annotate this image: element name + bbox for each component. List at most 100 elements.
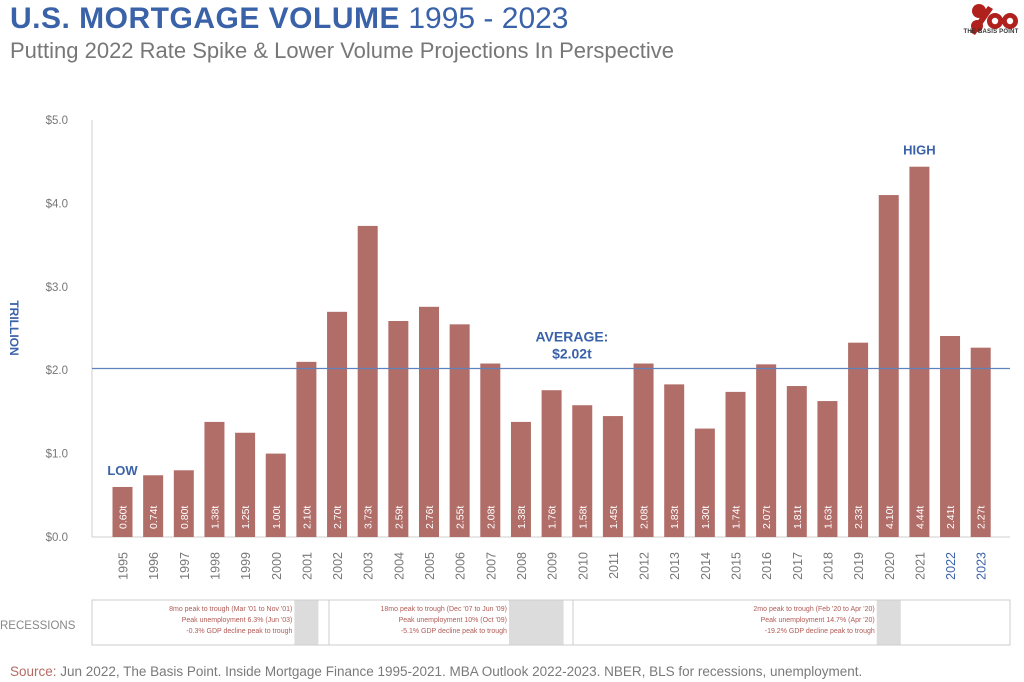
- x-ticks: 1995 1996 1997 1998 1999 2000 2001 2002 2003 2004…: [117, 552, 989, 580]
- bar-value-label: 2.55t: [455, 506, 467, 529]
- bar-1999: [235, 432, 256, 537]
- bar-2017: [786, 386, 807, 537]
- y-tick-label: $5.0: [46, 115, 68, 127]
- bar-2003: [357, 225, 378, 537]
- x-tick-label: 2012: [638, 552, 652, 580]
- basis-point-logo-icon: [970, 4, 1018, 35]
- x-tick-label: 2021: [913, 552, 927, 580]
- recession-boxes: 8mo peak to trough (Mar '01 to Nov '01) P…: [91, 599, 1011, 646]
- recession-note: 2mo peak to trough (Feb '20 to Apr '20): [753, 606, 874, 613]
- x-tick-label: 2006: [454, 552, 468, 580]
- chart-subtitle: Putting 2022 Rate Spike & Lower Volume P…: [10, 38, 675, 63]
- bar-value-label: 4.44t: [914, 506, 926, 529]
- x-tick-label: 1997: [178, 552, 192, 580]
- bar-2002: [327, 311, 348, 537]
- recession-band: [876, 600, 901, 645]
- value-labels: 0.60t 0.74t 0.80t 1.38t 1.25t 1.00t 2.10t 2.70t…: [118, 506, 988, 529]
- bar-value-label: 3.73t: [363, 506, 375, 529]
- x-tick-label: 2010: [576, 552, 590, 580]
- bar-2000: [265, 453, 286, 537]
- recession-note: 8mo peak to trough (Mar '01 to Nov '01): [169, 606, 292, 613]
- y-tick-label: $1.0: [46, 449, 68, 461]
- x-tick-label: 1995: [117, 552, 131, 580]
- bar-2020: [878, 195, 899, 537]
- bar-value-label: 2.27t: [976, 506, 988, 529]
- bar-value-label: 1.63t: [822, 506, 834, 529]
- annotations: LOW HIGH: [107, 143, 935, 478]
- bar-2018: [817, 401, 838, 537]
- chart-title: U.S. MORTGAGE VOLUME 1995 - 2023: [10, 2, 569, 36]
- title-years: 1995 - 2023: [408, 2, 569, 35]
- x-tick-label: 2005: [423, 552, 437, 580]
- bar-value-label: 1.45t: [608, 506, 620, 529]
- x-tick-label: 2009: [546, 552, 560, 580]
- recession-note: -0.3% GDP decline peak to trough: [186, 628, 292, 635]
- average-label-title: AVERAGE:: [535, 329, 608, 345]
- source-note: Source: Jun 2022, The Basis Point. Insid…: [10, 664, 862, 679]
- bar-value-label: 1.38t: [209, 506, 221, 529]
- bar-value-label: 1.00t: [271, 506, 283, 529]
- bar-value-label: 0.74t: [148, 506, 160, 529]
- bar-2013: [664, 384, 685, 537]
- bar-1996: [143, 475, 164, 537]
- x-tick-label: 1996: [147, 552, 161, 580]
- bar-2021: [909, 166, 930, 538]
- recession-note-box: [572, 599, 1011, 646]
- bar-2016: [756, 364, 777, 537]
- recession-note: Peak unemployment 14.7% (Apr '20): [761, 617, 875, 624]
- x-tick-label: 2019: [852, 552, 866, 580]
- bar-1997: [173, 470, 194, 537]
- bar-2019: [848, 342, 869, 537]
- x-tick-label: 2017: [791, 552, 805, 580]
- bar-2006: [449, 324, 470, 537]
- logo-wordmark: THE BASIS POINT: [963, 29, 1019, 35]
- y-tick-label: $3.0: [46, 282, 68, 294]
- bar-2015: [725, 391, 746, 537]
- x-tick-label: 2023: [975, 552, 989, 580]
- recession-band: [294, 600, 319, 645]
- x-tick-label: 2020: [883, 552, 897, 580]
- bar-2009: [541, 390, 562, 537]
- bar-value-label: 1.30t: [700, 506, 712, 529]
- y-tick-label: $0.0: [46, 532, 68, 544]
- bar-value-label: 2.76t: [424, 506, 436, 529]
- bar-value-label: 1.74t: [731, 506, 743, 529]
- recession-note: -19.2% GDP decline peak to trough: [765, 628, 875, 635]
- bar-2014: [694, 428, 715, 537]
- x-tick-label: 1999: [239, 552, 253, 580]
- recession-bands: [294, 600, 901, 645]
- x-tick-label: 2008: [515, 552, 529, 580]
- bar-value-label: 1.76t: [547, 506, 559, 529]
- bar-value-label: 4.10t: [884, 506, 896, 529]
- bar-1998: [204, 421, 225, 537]
- x-tick-label: 1998: [208, 552, 222, 580]
- y-tick-label: $4.0: [46, 198, 68, 210]
- bar-value-label: 0.80t: [179, 506, 191, 529]
- bar-2001: [296, 361, 317, 537]
- recession-note: 18mo peak to trough (Dec '07 to Jun '09): [381, 606, 507, 613]
- x-tick-label: 2001: [300, 552, 314, 580]
- recession-note: Peak unemployment 6.3% (Jun '03): [182, 617, 293, 624]
- x-tick-label: 2004: [392, 552, 406, 580]
- bar-value-label: 1.25t: [240, 506, 252, 529]
- bar-value-label: 2.08t: [485, 506, 497, 529]
- bar-2008: [510, 421, 531, 537]
- x-tick-label: 2002: [331, 552, 345, 580]
- bar-2023: [970, 347, 991, 537]
- bar-value-label: 2.07t: [761, 506, 773, 529]
- x-tick-label: 2013: [668, 552, 682, 580]
- bar-1995: [112, 486, 133, 537]
- x-tick-label: 2016: [760, 552, 774, 580]
- bar-value-label: 2.59t: [393, 506, 405, 529]
- bar-2004: [388, 320, 409, 537]
- bar-value-label: 2.33t: [853, 506, 865, 529]
- x-tick-label: 2003: [362, 552, 376, 580]
- x-tick-label: 2000: [270, 552, 284, 580]
- source-text: Jun 2022, The Basis Point. Inside Mortga…: [56, 664, 863, 679]
- bar-2005: [419, 306, 439, 537]
- bar-2012: [633, 363, 654, 537]
- bar-value-label: 1.81t: [792, 506, 804, 529]
- recession-note: Peak unemployment 10% (Oct '09): [399, 617, 507, 624]
- x-tick-label: 2014: [699, 552, 713, 580]
